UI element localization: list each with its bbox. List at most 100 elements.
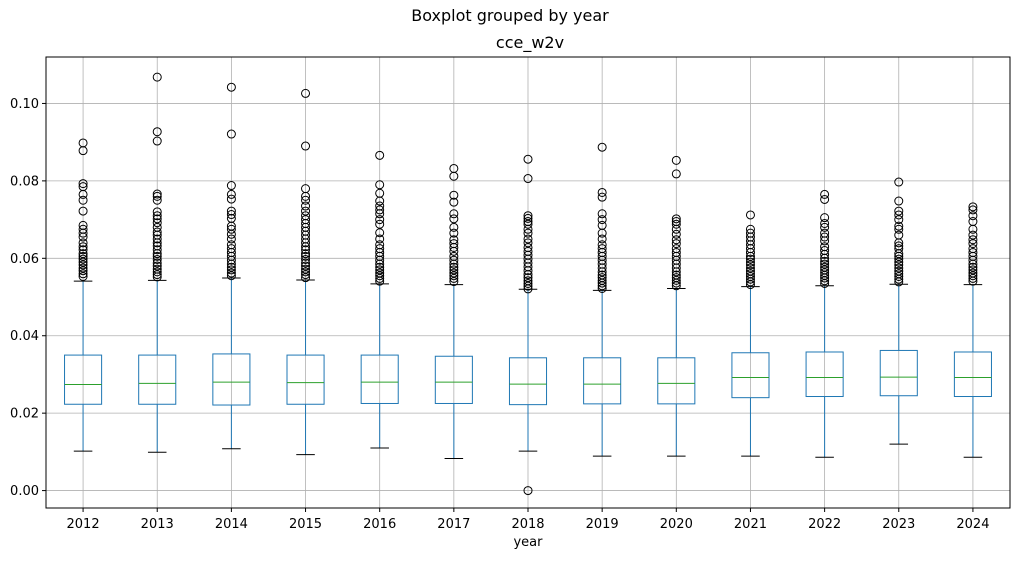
outlier-point <box>78 263 88 273</box>
outlier-point <box>671 275 681 285</box>
outlier-point <box>820 249 830 259</box>
outlier-point <box>671 267 681 277</box>
outlier-point <box>968 262 978 272</box>
outlier-point <box>375 255 385 265</box>
outlier-point <box>894 277 904 287</box>
outlier-point <box>152 207 162 217</box>
outlier-point <box>78 245 88 255</box>
outlier-point <box>597 281 607 291</box>
outlier-point <box>301 242 311 252</box>
outlier-point <box>968 273 978 283</box>
chart-suptitle: Boxplot grouped by year <box>411 6 609 25</box>
outlier-point <box>820 273 830 283</box>
outlier-point <box>152 127 162 137</box>
outlier-point <box>820 278 830 288</box>
chart-title: cce_w2v <box>495 33 565 52</box>
outlier-point <box>894 177 904 187</box>
outlier-point <box>375 271 385 281</box>
outlier-point <box>894 210 904 220</box>
outlier-point <box>152 234 162 244</box>
outlier-point <box>78 269 88 279</box>
outlier-point <box>226 229 236 239</box>
outlier-point <box>152 249 162 259</box>
outlier-point <box>745 257 755 267</box>
outlier-point <box>226 181 236 191</box>
box-group-2013 <box>138 72 177 453</box>
outlier-point <box>449 190 459 200</box>
outlier-point <box>226 265 236 275</box>
outlier-point <box>597 267 607 277</box>
box-iqr <box>64 354 103 405</box>
outlier-point <box>671 281 681 291</box>
x-tick-label: 2021 <box>734 517 767 532</box>
outlier-point <box>78 257 88 267</box>
x-tick-label: 2014 <box>215 517 248 532</box>
x-axis-label: year <box>513 535 543 550</box>
outlier-point <box>301 88 311 98</box>
outlier-point <box>449 255 459 265</box>
box-iqr <box>583 357 622 405</box>
outlier-point <box>226 224 236 234</box>
outlier-point <box>449 265 459 275</box>
outlier-point <box>152 254 162 264</box>
outlier-point <box>671 219 681 229</box>
x-tick-label: 2015 <box>289 517 322 532</box>
outlier-point <box>968 265 978 275</box>
outlier-point <box>375 259 385 269</box>
outlier-point <box>301 238 311 248</box>
outlier-point <box>301 258 311 268</box>
outlier-point <box>894 221 904 231</box>
outlier-point <box>968 224 978 234</box>
x-tick-label: 2013 <box>141 517 174 532</box>
outlier-point <box>301 141 311 151</box>
outlier-point <box>449 222 459 232</box>
outlier-point <box>301 245 311 255</box>
y-tick-label: 0.08 <box>10 174 39 189</box>
outlier-point <box>301 264 311 274</box>
outlier-point <box>226 210 236 220</box>
outlier-point <box>745 274 755 284</box>
outlier-point <box>745 251 755 261</box>
outlier-point <box>152 136 162 146</box>
outlier-point <box>894 196 904 206</box>
outlier-point <box>968 259 978 269</box>
outlier-point <box>597 187 607 197</box>
box-group-2021 <box>731 210 770 457</box>
box-group-2017 <box>434 163 473 459</box>
outlier-point <box>301 206 311 216</box>
outlier-point <box>78 228 88 238</box>
outlier-point <box>152 195 162 205</box>
box-group-2015 <box>286 88 325 456</box>
outlier-point <box>449 273 459 283</box>
outlier-point <box>597 192 607 202</box>
y-tick-label: 0.00 <box>10 484 39 499</box>
outlier-point <box>152 214 162 224</box>
outlier-point <box>894 260 904 270</box>
outlier-point <box>894 254 904 264</box>
x-tick-label: 2024 <box>956 517 989 532</box>
outlier-point <box>820 253 830 263</box>
outlier-point <box>375 265 385 275</box>
outlier-point <box>375 276 385 286</box>
outlier-point <box>301 261 311 271</box>
outlier-point <box>375 273 385 283</box>
outlier-point <box>226 271 236 281</box>
outlier-point <box>820 276 830 286</box>
outlier-point <box>78 206 88 216</box>
outlier-point <box>597 142 607 152</box>
box-iqr <box>805 351 844 398</box>
outlier-point <box>523 219 533 229</box>
outlier-point <box>820 256 830 266</box>
outlier-point <box>449 171 459 181</box>
outlier-point <box>375 196 385 206</box>
outlier-point <box>523 234 533 244</box>
outlier-point <box>226 194 236 204</box>
box-iqr <box>508 357 548 406</box>
x-tick-label: 2023 <box>882 517 915 532</box>
outlier-point <box>671 224 681 234</box>
outlier-point <box>449 268 459 278</box>
outlier-point <box>226 259 236 269</box>
x-tick-label: 2020 <box>660 517 693 532</box>
outlier-point <box>152 211 162 221</box>
